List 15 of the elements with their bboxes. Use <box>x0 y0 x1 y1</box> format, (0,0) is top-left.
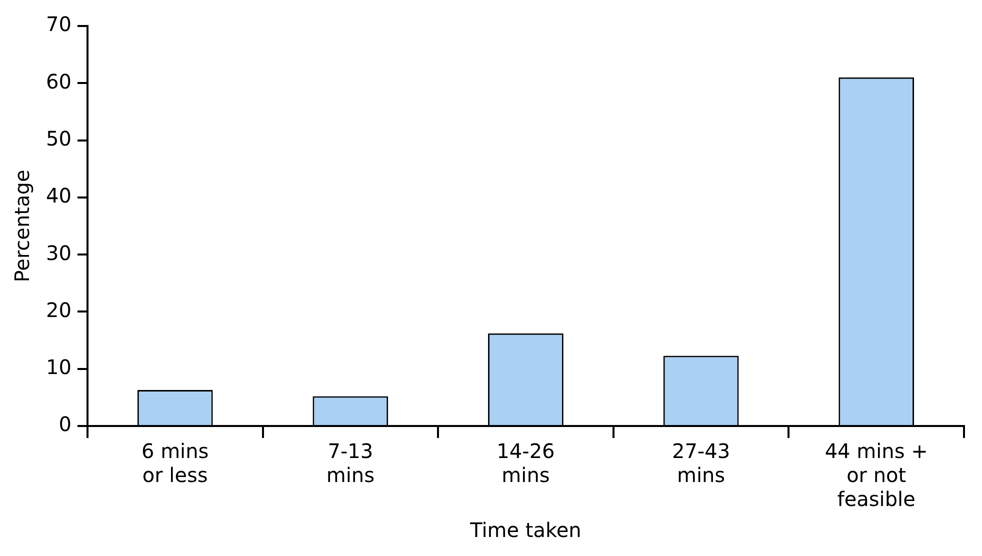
x-tick-label: 27-43 mins <box>672 439 730 488</box>
x-tick-label: 44 mins + or not feasible <box>824 439 928 512</box>
x-tick-label: 14-26 mins <box>496 439 555 488</box>
y-tick-label: 0 <box>58 412 72 436</box>
x-axis-title: Time taken <box>469 518 582 542</box>
y-tick-label: 10 <box>46 355 72 380</box>
x-tick-label: 7-13 mins <box>326 439 374 488</box>
y-tick-label: 70 <box>46 12 72 36</box>
y-tick-label: 20 <box>46 298 72 322</box>
y-axis-title: Percentage <box>10 170 34 282</box>
y-tick-label: 60 <box>46 69 72 94</box>
y-tick-label: 30 <box>46 240 72 265</box>
y-tick-label: 50 <box>46 126 72 150</box>
y-tick-label: 40 <box>46 184 72 208</box>
x-tick-label: 6 mins or less <box>141 439 209 488</box>
